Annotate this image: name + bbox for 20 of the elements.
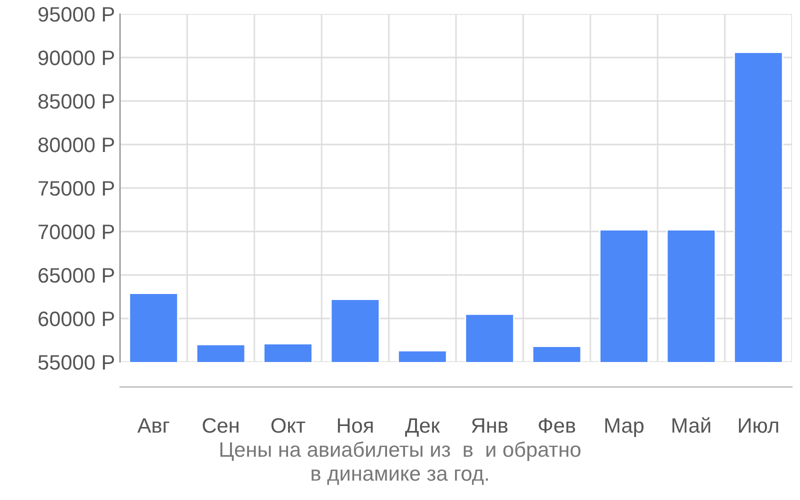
- x-tick-label: Сен: [202, 418, 238, 433]
- y-tick-label: 60000 Р: [38, 312, 114, 326]
- y-tick-label: 90000 Р: [38, 50, 114, 66]
- x-tick-label: Янв: [472, 418, 508, 433]
- y-tick-label: 65000 Р: [38, 268, 114, 283]
- x-tick-label: Мар: [605, 418, 644, 437]
- x-tick-label: Авг: [137, 418, 170, 433]
- x-tick-label: Окт: [271, 418, 306, 433]
- text: Цены на авиабилеты из в и обратно в динамике за год.: [220, 441, 580, 485]
- x-tick-label: Июл: [738, 418, 778, 433]
- y-tick-label: 75000 Р: [38, 181, 114, 196]
- y-tick-label: 95000 Р: [38, 7, 114, 22]
- x-tick-label: Фев: [538, 418, 576, 433]
- y-tick-label: 80000 Р: [38, 138, 114, 152]
- x-tick-label: Дек: [405, 418, 440, 437]
- x-tick-label: Май: [672, 417, 710, 433]
- x-tick-label: Ноя: [338, 418, 373, 433]
- y-tick-label: 85000 Р: [38, 94, 114, 109]
- y-tick-label: 55000 Р: [38, 355, 114, 370]
- y-tick-label: 70000 Р: [38, 224, 114, 240]
